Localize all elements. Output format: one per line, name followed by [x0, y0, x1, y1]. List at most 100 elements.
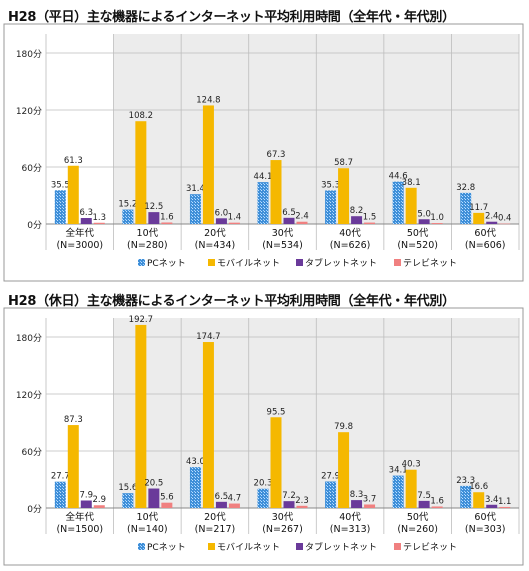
bar: [135, 324, 147, 508]
data-label: 7.5: [417, 491, 431, 501]
legend-label: モバイルネット: [217, 258, 280, 269]
x-category-label: 全年代: [66, 511, 95, 523]
x-category-label: 30代: [272, 228, 294, 239]
legend-swatch: [138, 543, 145, 550]
data-label: 79.8: [334, 422, 353, 432]
x-category-sublabel: (N=434): [195, 240, 236, 251]
data-label: 44.1: [254, 172, 273, 182]
x-category-sublabel: (N=267): [262, 524, 303, 535]
data-label: 124.8: [196, 95, 220, 105]
x-category-label: 50代: [407, 512, 429, 523]
holiday-bar-chart: 0分 60分 120分 180分 27.7 87.3 7.9 2.9 全年代(N=1500) 15…: [3, 307, 524, 566]
bar: [161, 502, 173, 508]
x-category-label: 10代: [137, 228, 159, 239]
y-tick-label: 120分: [16, 106, 42, 117]
chart-title-weekday: H28（平日）主な機器によるインターネット平均利用時間（全年代・年代別）: [8, 10, 455, 25]
legend-label: PCネット: [147, 542, 186, 553]
x-category-sublabel: (N=606): [465, 240, 506, 251]
bar: [228, 503, 240, 508]
x-category-sublabel: (N=313): [330, 524, 371, 535]
legend-swatch: [138, 259, 145, 266]
x-category-label: 60代: [474, 228, 496, 239]
y-tick-label: 60分: [22, 447, 42, 458]
data-label: 2.4: [295, 212, 309, 222]
data-label: 38.1: [402, 178, 421, 188]
legend-label: モバイルネット: [217, 542, 280, 553]
data-label: 35.5: [51, 180, 70, 190]
legend-swatch: [208, 543, 215, 550]
bar: [93, 222, 105, 224]
data-label: 6.3: [80, 208, 94, 218]
bar: [473, 492, 485, 508]
bar: [392, 181, 404, 224]
bar: [338, 168, 350, 224]
bar: [364, 222, 376, 224]
data-label: 192.7: [129, 315, 153, 325]
data-label: 8.2: [350, 206, 364, 216]
bar: [135, 121, 147, 224]
bar: [499, 223, 511, 225]
x-category-label: 60代: [474, 512, 496, 523]
bar: [122, 209, 134, 224]
bar: [364, 504, 376, 508]
bar: [283, 217, 295, 224]
legend-label: テレビネット: [403, 542, 457, 553]
data-label: 5.0: [417, 209, 431, 219]
bar: [338, 432, 350, 508]
bar: [486, 221, 498, 224]
bar: [257, 488, 269, 508]
data-label: 7.9: [80, 490, 94, 500]
data-label: 0.4: [498, 214, 512, 224]
bar: [122, 493, 134, 508]
data-label: 8.3: [350, 490, 364, 500]
bar: [351, 216, 363, 224]
data-label: 1.6: [160, 212, 174, 222]
x-category-label: 50代: [407, 228, 429, 239]
x-category-sublabel: (N=3000): [56, 240, 103, 251]
data-label: 61.3: [64, 156, 83, 166]
legend-swatch: [296, 543, 303, 550]
legend-swatch: [296, 259, 303, 266]
data-label: 5.6: [160, 493, 174, 503]
bar: [202, 342, 214, 508]
bar: [296, 221, 308, 224]
bar: [431, 506, 443, 508]
data-label: 27.7: [51, 472, 70, 482]
y-tick-label: 60分: [22, 163, 42, 174]
bar: [93, 505, 105, 508]
data-label: 6.0: [215, 208, 229, 218]
bar: [351, 500, 363, 508]
bar: [215, 218, 227, 224]
bar: [80, 218, 92, 224]
data-label: 2.4: [485, 212, 499, 222]
legend-label: テレビネット: [403, 258, 457, 269]
legend-swatch: [208, 259, 215, 266]
y-tick-label: 120分: [16, 390, 42, 401]
x-category-label: 10代: [137, 512, 159, 523]
data-label: 35.3: [321, 180, 340, 190]
x-category-label: 全年代: [66, 227, 95, 239]
y-tick-label: 0分: [27, 220, 42, 231]
y-tick-label: 0分: [27, 504, 42, 515]
data-label: 95.5: [267, 407, 286, 417]
data-label: 15.2: [118, 200, 137, 210]
x-category-label: 30代: [272, 512, 294, 523]
data-label: 2.9: [93, 495, 107, 505]
y-tick-label: 180分: [16, 333, 42, 344]
data-label: 20.3: [254, 479, 273, 489]
data-label: 23.3: [456, 476, 475, 486]
bar: [270, 160, 282, 224]
bar: [54, 481, 66, 508]
x-category-sublabel: (N=140): [127, 524, 168, 535]
data-label: 1.4: [228, 213, 242, 223]
bar: [202, 105, 214, 224]
x-category-sublabel: (N=260): [397, 524, 438, 535]
x-category-label: 40代: [339, 512, 361, 523]
x-category-sublabel: (N=303): [465, 524, 506, 535]
bar: [257, 182, 269, 224]
bar: [148, 212, 160, 224]
data-label: 1.0: [430, 213, 444, 223]
data-label: 34.1: [389, 466, 408, 476]
legend-swatch: [394, 543, 401, 550]
x-category-label: 40代: [339, 228, 361, 239]
